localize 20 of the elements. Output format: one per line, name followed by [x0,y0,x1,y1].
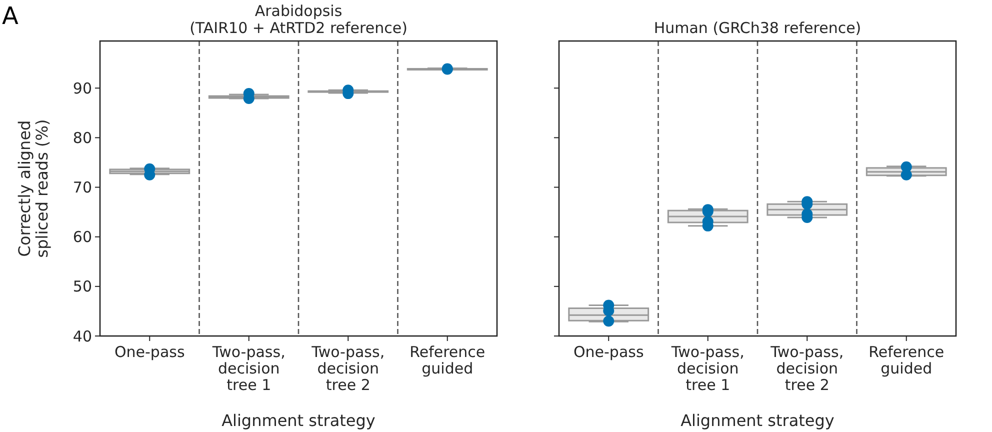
x-tick-label: Two-pass, decision tree 2 [770,343,844,394]
y-tick-label: 50 [72,278,92,296]
x-tick-label: Reference guided [868,343,944,378]
x-tick-label: Two-pass, decision tree 1 [670,343,744,394]
x-axis-title: Alignment strategy [222,411,376,430]
y-tick-label: 80 [72,128,92,147]
y-tick-label: 90 [72,79,92,98]
x-tick-label: One-pass [114,343,185,361]
x-axis-title: Alignment strategy [680,411,834,430]
x-tick-label: Two-pass, decision tree 1 [211,343,286,394]
y-tick-label: 60 [72,228,92,246]
chart-title: Human (GRCh38 reference) [654,19,862,37]
text: A [2,2,19,30]
y-tick-label: 70 [72,178,92,197]
x-tick-label: Reference guided [410,343,486,378]
x-tick-label: One-pass [573,343,644,361]
y-axis-title: Correctly aligned spliced reads (%) [15,119,52,258]
y-tick-label: 40 [72,327,92,346]
chart-title: Arabidopsis (TAIR10 + AtRTD2 reference) [190,2,408,37]
x-tick-label: Two-pass, decision tree 2 [310,343,385,394]
